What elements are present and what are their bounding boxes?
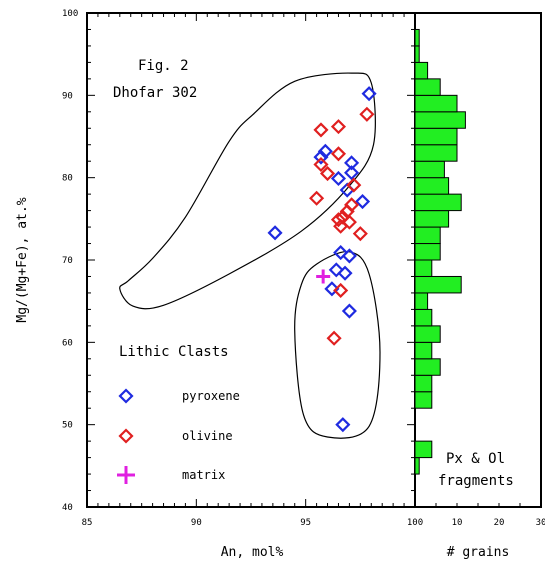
histogram-x-tick-label: 20 bbox=[494, 518, 505, 528]
legend-marker-matrix bbox=[117, 466, 135, 484]
legend-markers bbox=[117, 388, 135, 484]
pyroxene-point bbox=[344, 165, 360, 181]
legend-label-matrix: matrix bbox=[182, 468, 225, 482]
histogram-bar bbox=[414, 193, 462, 212]
field-outline-2 bbox=[294, 251, 381, 439]
histogram-bar bbox=[414, 374, 433, 393]
x-tick-label: 95 bbox=[300, 518, 311, 528]
y-tick-label: 70 bbox=[62, 256, 73, 266]
pyroxene-point bbox=[313, 149, 329, 165]
data-points bbox=[267, 86, 377, 433]
olivine-point bbox=[319, 165, 336, 182]
olivine-point bbox=[330, 212, 347, 228]
olivine-point bbox=[330, 119, 347, 135]
olivine-point bbox=[313, 122, 329, 138]
histogram-bar bbox=[414, 160, 445, 179]
pyroxene-point bbox=[328, 262, 344, 278]
histogram-panel: 100 10 20 30 Px & Ol fragments # grains bbox=[407, 12, 545, 560]
pyroxene-point bbox=[341, 248, 357, 264]
pyroxene-point bbox=[335, 417, 351, 433]
legend-marker-olivine bbox=[118, 428, 134, 444]
histogram-x-axis-label: # grains bbox=[447, 545, 510, 560]
olivine-point bbox=[352, 226, 368, 242]
histogram-bar bbox=[414, 144, 458, 162]
matrix-point bbox=[316, 269, 331, 284]
histogram-bar bbox=[414, 243, 441, 261]
pyroxene-point bbox=[333, 245, 349, 261]
field-outline-1 bbox=[119, 72, 376, 310]
histogram-bar bbox=[414, 325, 441, 343]
histogram-bar bbox=[414, 177, 450, 195]
histogram-bar bbox=[414, 275, 462, 294]
histogram-bar bbox=[414, 457, 420, 475]
scatter-panel: 40 50 60 70 80 90 100 85 90 95 Fig. 2 Dhofar 302… bbox=[15, 9, 416, 560]
histogram-bar bbox=[414, 358, 441, 376]
figure-annotation-line2: Dhofar 302 bbox=[113, 85, 197, 101]
olivine-point bbox=[330, 146, 347, 162]
y-tick-label: 80 bbox=[62, 174, 73, 184]
figure-annotation-line1: Fig. 2 bbox=[138, 58, 189, 74]
pyroxene-point bbox=[341, 303, 357, 319]
y-tick-label: 50 bbox=[62, 421, 73, 431]
histogram-bar bbox=[414, 292, 429, 310]
olivine-point bbox=[333, 282, 349, 299]
pyroxene-point bbox=[354, 193, 371, 210]
y-tick-label: 40 bbox=[62, 503, 73, 513]
pyroxene-point bbox=[330, 170, 347, 187]
y-tick-label: 100 bbox=[62, 9, 78, 19]
histogram-bar bbox=[414, 111, 466, 129]
histogram-bar bbox=[414, 308, 433, 327]
histogram-bar bbox=[414, 391, 433, 409]
x-tick-label: 85 bbox=[82, 518, 93, 528]
histogram-bar bbox=[414, 440, 433, 459]
pyroxene-point bbox=[267, 225, 283, 241]
legend: Lithic Clasts pyroxene olivine matrix bbox=[117, 344, 240, 484]
histogram-annotation-line2: fragments bbox=[438, 473, 514, 489]
y-tick-label: 60 bbox=[62, 338, 73, 348]
y-axis: 40 50 60 70 80 90 100 bbox=[62, 9, 415, 513]
x-axis-label: An, mol% bbox=[221, 545, 284, 560]
olivine-point bbox=[333, 218, 349, 234]
olivine-point bbox=[309, 190, 325, 206]
pyroxene-point bbox=[344, 155, 360, 171]
olivine-point bbox=[359, 106, 375, 122]
y-tick-label: 90 bbox=[62, 91, 73, 101]
pyroxene-point bbox=[361, 86, 377, 102]
histogram-bar bbox=[414, 341, 433, 360]
y-axis-label: Mg/(Mg+Fe), at.% bbox=[15, 197, 30, 322]
olivine-point bbox=[346, 177, 362, 193]
pyroxene-point bbox=[337, 265, 353, 281]
olivine-point bbox=[341, 214, 357, 230]
histogram-bars bbox=[414, 28, 466, 475]
histogram-bar bbox=[414, 45, 420, 63]
field-outlines bbox=[119, 72, 381, 439]
histogram-bar bbox=[414, 61, 429, 80]
histogram-bar bbox=[414, 210, 450, 228]
histogram-x-tick-label: 10 bbox=[452, 518, 463, 528]
legend-marker-pyroxene bbox=[118, 388, 134, 404]
x-axis: 85 90 95 bbox=[82, 13, 416, 528]
olivine-point bbox=[313, 156, 329, 173]
histogram-bar bbox=[414, 259, 433, 277]
histogram-x-axis: 100 10 20 30 bbox=[407, 503, 545, 528]
histogram-bar bbox=[414, 226, 441, 245]
histogram-bar bbox=[414, 78, 441, 96]
pyroxene-point bbox=[324, 281, 340, 297]
histogram-bar bbox=[414, 127, 458, 146]
histogram-bar bbox=[414, 94, 458, 113]
olivine-point bbox=[326, 330, 342, 346]
histogram-bar bbox=[414, 28, 420, 47]
legend-title: Lithic Clasts bbox=[119, 344, 229, 360]
histogram-x-tick-label: 30 bbox=[536, 518, 545, 528]
x-tick-label: 90 bbox=[191, 518, 202, 528]
legend-label-pyroxene: pyroxene bbox=[182, 389, 240, 403]
histogram-origin-label: 100 bbox=[407, 518, 423, 528]
histogram-annotation-line1: Px & Ol bbox=[446, 451, 505, 467]
legend-label-olivine: olivine bbox=[182, 429, 233, 443]
